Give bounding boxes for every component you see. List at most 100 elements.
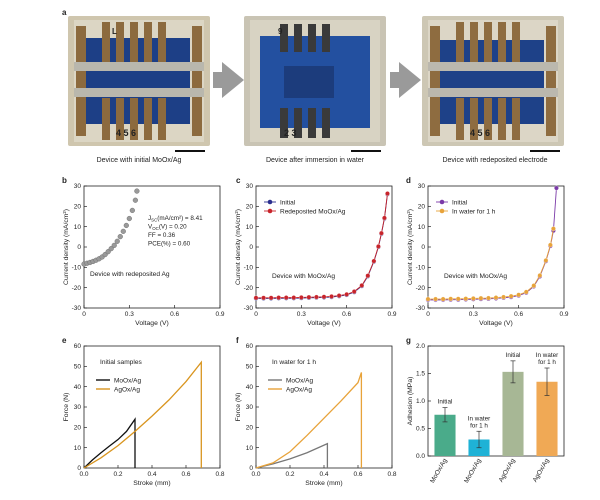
data-point [385, 191, 390, 196]
device-photo-redeposited: 4 5 6 [422, 16, 564, 146]
x-tick-label: 0.6 [181, 471, 190, 478]
category-label: AgOx/Ag [532, 457, 551, 483]
data-point [126, 215, 132, 222]
data-point [283, 295, 289, 300]
data-point [120, 228, 126, 234]
x-tick-label: 0.9 [387, 311, 396, 318]
y-tick-label: 40 [246, 384, 254, 391]
x-tick-label: 0.2 [285, 471, 294, 478]
category-label: AgOx/Ag [498, 457, 517, 483]
data-point [321, 294, 327, 300]
bar-label: In water [536, 352, 558, 359]
y-tick-label: 30 [246, 183, 254, 190]
x-tick-label: 0 [254, 311, 258, 318]
data-point [114, 238, 120, 244]
y-tick-label: -30 [72, 305, 82, 312]
x-tick-label: 0.6 [170, 311, 179, 318]
y-tick-label: 30 [74, 404, 82, 411]
bar [434, 414, 456, 456]
legend-label: Initial [452, 199, 468, 206]
data-point [493, 295, 499, 300]
y-tick-label: 20 [418, 204, 426, 211]
data-point [516, 292, 522, 298]
data-point [298, 295, 304, 300]
annotation-samples: Initial samples [100, 359, 142, 366]
caption-photo-after-water: Device after immersion in water [265, 157, 365, 164]
panel-letter-a: a [62, 8, 67, 17]
chart-g-adhesion-bars: 0.0 0.5 1.0 1.5 2.0 Adhesion (MPa) Initial MoOx… [407, 343, 565, 484]
data-point [448, 296, 454, 302]
svg-text:4 5 6: 4 5 6 [116, 128, 136, 138]
panel-letter-b: b [62, 176, 67, 185]
data-point [537, 273, 543, 278]
y-tick-label: 20 [74, 204, 82, 211]
metric-label: VOC(V) = 0.20 [148, 224, 187, 232]
data-point [359, 283, 365, 288]
data-point [433, 296, 438, 302]
category-label: MoOx/Ag [463, 457, 483, 484]
y-tick-label: 50 [74, 364, 82, 371]
x-tick-label: 0.0 [79, 471, 88, 478]
data-point [382, 215, 387, 221]
data-point [455, 296, 461, 302]
legend-label: In water for 1 h [452, 208, 496, 215]
x-axis-label: Voltage (V) [479, 320, 513, 327]
data-point [531, 283, 537, 288]
x-tick-label: 0.3 [297, 311, 306, 318]
device-photo-initial: 4 5 6 L [68, 16, 210, 146]
y-axis-label: Current density (mA/cm²) [235, 209, 242, 285]
data-point [470, 296, 476, 301]
y-tick-label: 0 [421, 244, 425, 251]
y-tick-label: 30 [74, 183, 82, 190]
caption-photo-initial: Device with initial MoOx/Ag [96, 157, 182, 164]
legend-label: AgOx/Ag [286, 386, 312, 393]
annotation-device-moox: Device with MoOx/Ag [272, 273, 335, 280]
x-tick-label: 0.9 [559, 311, 568, 318]
y-tick-label: -20 [72, 285, 82, 292]
x-tick-label: 0.6 [353, 471, 362, 478]
legend-marker [439, 208, 445, 214]
data-point [365, 273, 371, 279]
device-photo-initial-image: 4 5 6 L [68, 16, 210, 146]
x-tick-label: 0.3 [125, 311, 134, 318]
data-point [425, 296, 431, 302]
data-point [261, 295, 266, 301]
data-point [123, 222, 129, 229]
data-point [314, 294, 319, 300]
svg-text:2 3: 2 3 [284, 128, 297, 138]
y-tick-label: 10 [246, 445, 254, 452]
bar [536, 381, 558, 456]
plot-frame [427, 185, 565, 309]
data-point [329, 294, 334, 299]
x-tick-label: 0.6 [342, 311, 351, 318]
legend-marker [439, 199, 445, 205]
data-point [336, 293, 342, 298]
data-point [523, 289, 529, 295]
y-tick-label: -10 [416, 265, 426, 272]
svg-text:L: L [112, 27, 117, 36]
data-point [554, 185, 559, 191]
data-point [108, 246, 114, 252]
legend-label: Redeposited MoOx/Ag [280, 208, 346, 215]
data-point [379, 230, 384, 236]
series-line [255, 372, 363, 469]
y-tick-label: -10 [72, 265, 82, 272]
x-tick-label: 0.0 [251, 471, 260, 478]
device-photo-after-water-image: 9 2 3 [244, 16, 386, 146]
data-point [501, 294, 506, 300]
y-tick-label: 10 [74, 224, 82, 231]
panel-letter-d: d [406, 176, 411, 185]
data-point [508, 293, 514, 299]
y-tick-label: 20 [246, 204, 254, 211]
y-tick-label: 50 [246, 364, 254, 371]
scale-bar-1 [175, 150, 205, 152]
x-tick-label: 0 [82, 311, 86, 318]
y-tick-label: 10 [246, 224, 254, 231]
data-point [306, 294, 312, 300]
y-tick-label: 60 [74, 343, 82, 350]
bar-label: for 1 h [470, 422, 488, 429]
annotation-device-redeposited-ag: Device with redeposited Ag [90, 271, 170, 278]
legend-label: Initial [280, 199, 296, 206]
device-photo-redeposited-image: 4 5 6 [422, 16, 564, 146]
data-point [551, 226, 556, 232]
